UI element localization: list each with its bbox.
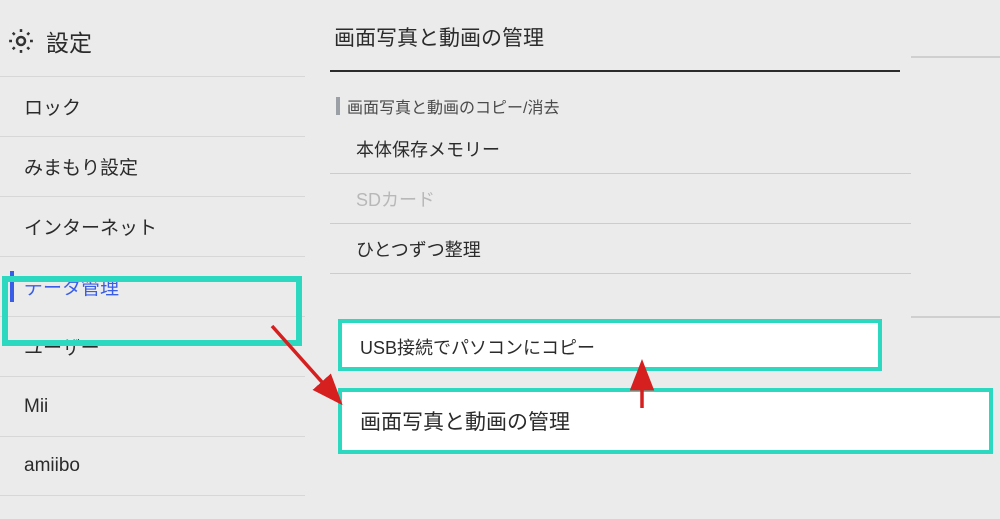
gear-icon xyxy=(6,26,36,56)
settings-sidebar: 設定 ロック みまもり設定 インターネット データ管理 ユーザー Mii ami… xyxy=(0,0,305,519)
annotation-highlight-usb-copy xyxy=(338,319,882,371)
sidebar-item-label: Mii xyxy=(24,396,48,418)
sidebar-item-lock[interactable]: ロック xyxy=(0,76,305,136)
sidebar-item-internet[interactable]: インターネット xyxy=(0,196,305,256)
sidebar-item-parental[interactable]: みまもり設定 xyxy=(0,136,305,196)
sidebar-title: 設定 xyxy=(46,24,92,58)
annotation-highlight-manage xyxy=(338,388,993,454)
main-item-label: ひとつずつ整理 xyxy=(356,236,481,262)
section-header-label: 画面写真と動画のコピー/消去 xyxy=(347,94,559,118)
sidebar-item-label: データ管理 xyxy=(24,273,119,300)
sidebar-item-label: amiibo xyxy=(24,455,80,477)
sidebar-item-label: ロック xyxy=(24,93,81,120)
sidebar-item-amiibo[interactable]: amiibo xyxy=(0,436,305,496)
main-item-label: 本体保存メモリー xyxy=(356,136,500,162)
callout-usb-copy: USB接続でパソコンにコピー xyxy=(360,334,595,360)
main-item-label: SDカード xyxy=(356,186,435,212)
main-item-sort-individually[interactable]: ひとつずつ整理 xyxy=(330,224,911,274)
divider xyxy=(911,56,1000,58)
sidebar-item-label: ユーザー xyxy=(24,333,100,360)
annotation-arrow-2 xyxy=(628,356,656,416)
sidebar-item-label: みまもり設定 xyxy=(24,153,138,180)
sidebar-item-label: インターネット xyxy=(24,213,157,240)
sidebar-item-data-management[interactable]: データ管理 xyxy=(0,256,305,316)
main-panel: 画面写真と動画の管理 画面写真と動画のコピー/消去 本体保存メモリー SDカード… xyxy=(330,14,1000,274)
main-list: 本体保存メモリー SDカード ひとつずつ整理 xyxy=(330,124,911,274)
page-title: 画面写真と動画の管理 xyxy=(330,14,900,72)
sidebar-item-mii[interactable]: Mii xyxy=(0,376,305,436)
main-item-sd-card: SDカード xyxy=(330,174,911,224)
sidebar-item-users[interactable]: ユーザー xyxy=(0,316,305,376)
main-item-system-memory[interactable]: 本体保存メモリー xyxy=(330,124,911,174)
callout-manage: 画面写真と動画の管理 xyxy=(360,406,570,436)
divider xyxy=(911,316,1000,318)
section-header: 画面写真と動画のコピー/消去 xyxy=(330,72,1000,124)
sidebar-header: 設定 xyxy=(0,18,305,76)
